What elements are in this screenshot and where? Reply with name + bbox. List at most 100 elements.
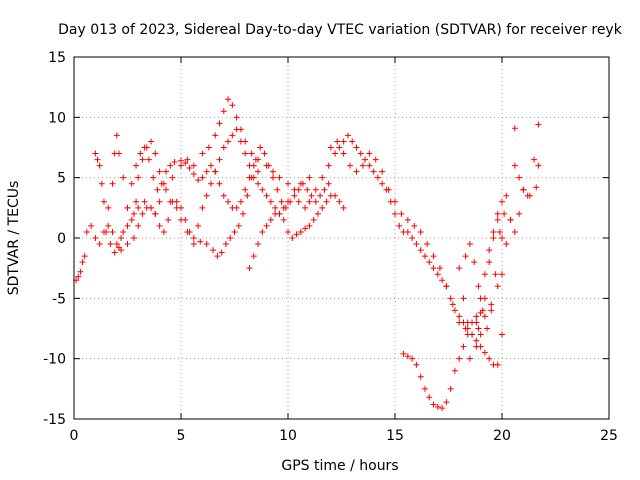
data-point <box>135 174 142 181</box>
data-point <box>248 174 255 181</box>
data-point <box>304 186 311 193</box>
data-point <box>173 198 180 205</box>
data-point <box>398 210 405 217</box>
y-tick-label: -15 <box>43 412 66 428</box>
data-point <box>306 222 313 229</box>
data-point <box>430 253 437 260</box>
data-point <box>212 168 219 175</box>
series-track-c <box>103 144 262 256</box>
data-point <box>205 144 212 151</box>
data-point <box>120 228 127 235</box>
data-point <box>96 162 103 169</box>
x-tick-label: 10 <box>279 428 297 444</box>
data-point <box>120 174 127 181</box>
data-point <box>312 186 319 193</box>
data-point <box>372 156 379 163</box>
data-point <box>404 228 411 235</box>
chart-title: Day 013 of 2023, Sidereal Day-to-day VTE… <box>58 22 623 38</box>
data-point <box>379 180 386 187</box>
data-point <box>169 174 176 181</box>
data-point <box>130 235 137 241</box>
data-point <box>248 150 255 157</box>
data-point <box>456 355 463 362</box>
data-point <box>436 265 443 272</box>
data-point <box>289 235 296 241</box>
data-point <box>421 385 428 392</box>
data-point <box>216 180 223 187</box>
data-point <box>186 165 193 172</box>
data-point <box>484 325 491 332</box>
data-point <box>227 235 234 241</box>
data-point <box>133 198 140 205</box>
data-point <box>426 394 433 401</box>
data-point <box>225 96 232 103</box>
data-point <box>77 268 84 275</box>
data-point <box>105 222 112 229</box>
data-point <box>409 355 416 362</box>
data-point <box>499 198 505 205</box>
data-point <box>156 168 163 175</box>
data-point <box>124 204 131 211</box>
data-point <box>199 174 206 181</box>
data-point <box>98 180 105 187</box>
data-marks <box>73 96 542 412</box>
data-point <box>231 228 238 235</box>
data-point <box>92 150 99 157</box>
data-point <box>203 192 210 199</box>
data-point <box>396 222 403 229</box>
data-point <box>359 162 366 169</box>
data-point <box>462 325 469 332</box>
data-point <box>494 361 501 368</box>
data-point <box>460 295 467 302</box>
data-point <box>220 192 227 199</box>
data-point <box>385 186 392 193</box>
x-tick-label: 25 <box>600 428 618 444</box>
data-point <box>165 216 172 223</box>
data-point <box>332 150 339 157</box>
data-point <box>293 231 300 238</box>
data-point <box>319 204 326 211</box>
x-tick-label: 20 <box>493 428 511 444</box>
data-point <box>197 238 204 245</box>
data-point <box>317 192 324 199</box>
data-point <box>207 180 214 187</box>
data-point <box>141 198 148 205</box>
data-point <box>469 331 476 338</box>
data-point <box>115 150 122 157</box>
data-point <box>128 216 135 223</box>
data-point <box>306 174 313 181</box>
data-point <box>83 228 90 235</box>
plot-frame <box>73 56 610 420</box>
data-point <box>473 337 480 344</box>
data-point <box>210 247 217 254</box>
data-point <box>409 235 416 241</box>
data-point <box>212 132 219 139</box>
data-point <box>259 186 266 193</box>
data-point <box>456 313 463 320</box>
data-point <box>366 162 373 169</box>
data-point <box>460 343 467 350</box>
data-point <box>220 144 227 151</box>
data-point <box>332 192 339 199</box>
data-point <box>225 138 232 145</box>
data-point <box>417 247 424 254</box>
x-axis-label: GPS time / hours <box>281 458 398 474</box>
data-point <box>475 283 482 290</box>
data-point <box>263 192 270 199</box>
data-point <box>392 210 398 217</box>
data-point <box>261 150 268 157</box>
data-point <box>492 271 499 278</box>
data-point <box>118 235 125 241</box>
data-point <box>531 156 538 163</box>
data-point <box>252 156 259 163</box>
data-point <box>267 198 274 205</box>
data-point <box>103 228 110 235</box>
data-point <box>237 138 244 145</box>
data-point <box>92 235 99 241</box>
data-point <box>456 265 463 272</box>
data-point <box>494 283 501 290</box>
data-point <box>295 186 302 193</box>
series-track-h <box>327 138 505 338</box>
